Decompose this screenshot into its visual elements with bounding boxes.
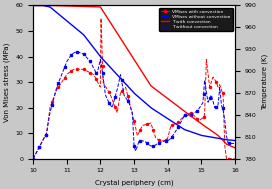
VMises with convection xyxy=(160,140,163,142)
VMises with convection xyxy=(185,113,188,116)
VMises without convection xyxy=(160,141,163,143)
VMises with convection xyxy=(100,17,103,19)
T without convection xyxy=(233,139,237,142)
T without convection xyxy=(149,106,152,108)
T with convection xyxy=(154,88,157,91)
VMises without convection xyxy=(44,134,47,136)
VMises without convection xyxy=(233,142,237,145)
VMises with convection xyxy=(205,65,209,67)
Legend: VMises with convection, VMises without convection, T with convection, T without : VMises with convection, VMises without c… xyxy=(159,8,233,31)
T with convection xyxy=(149,84,152,86)
T without convection xyxy=(184,129,188,131)
VMises with convection xyxy=(149,122,152,124)
T with convection xyxy=(32,4,35,7)
VMises with convection xyxy=(233,158,237,160)
T with convection xyxy=(44,4,47,7)
T with convection xyxy=(205,126,208,129)
Line: T with convection: T with convection xyxy=(33,5,235,148)
Y-axis label: Von Mises stress (MPa): Von Mises stress (MPa) xyxy=(4,42,10,122)
T without convection xyxy=(44,5,47,7)
VMises without convection xyxy=(154,144,157,146)
VMises without convection xyxy=(32,158,35,160)
X-axis label: Crystal periphery (cm): Crystal periphery (cm) xyxy=(95,179,173,186)
VMises with convection xyxy=(32,158,35,160)
Line: VMises with convection: VMises with convection xyxy=(32,17,236,160)
Line: T without convection: T without convection xyxy=(33,5,235,140)
T with convection xyxy=(160,93,163,95)
VMises without convection xyxy=(149,145,152,147)
VMises without convection xyxy=(75,50,78,53)
T with convection xyxy=(184,112,188,114)
T without convection xyxy=(205,135,208,138)
VMises without convection xyxy=(205,95,209,98)
VMises without convection xyxy=(185,114,188,116)
T without convection xyxy=(32,4,35,7)
T without convection xyxy=(154,110,157,112)
T without convection xyxy=(160,114,163,116)
VMises with convection xyxy=(154,137,157,139)
T with convection xyxy=(233,147,237,149)
Line: VMises without convection: VMises without convection xyxy=(32,50,236,160)
VMises with convection xyxy=(44,134,47,136)
Y-axis label: Temperature (K): Temperature (K) xyxy=(262,54,268,110)
